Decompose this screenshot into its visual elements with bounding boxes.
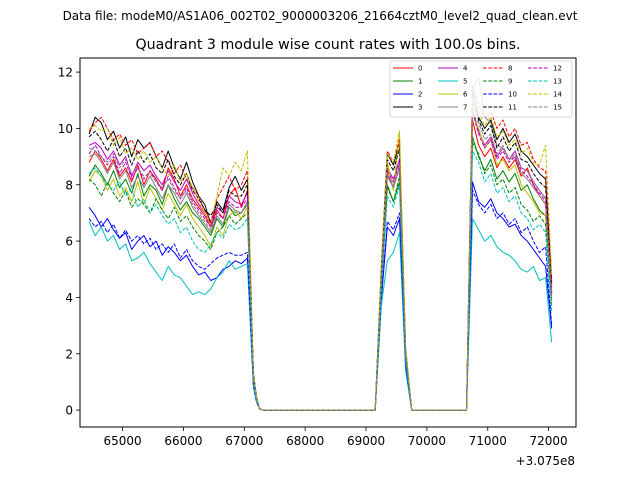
series-line-15	[88, 113, 553, 411]
series-line-10	[88, 189, 553, 411]
y-tick-label: 6	[65, 235, 73, 249]
legend-label-6: 6	[463, 91, 468, 99]
x-tick-label: 72000	[530, 434, 568, 448]
legend-label-1: 1	[418, 78, 422, 86]
x-tick-label: 65000	[104, 434, 142, 448]
y-axis-ticks: 0 2 4 6 8 10 12	[58, 66, 80, 418]
x-tick-label: 71000	[469, 434, 507, 448]
legend-label-14: 14	[553, 91, 562, 99]
series-line-12	[88, 111, 553, 411]
series-layer	[88, 77, 553, 411]
legend-label-4: 4	[463, 65, 468, 73]
plot-frame	[79, 57, 577, 428]
legend-label-9: 9	[508, 78, 512, 86]
y-tick-label: 10	[58, 122, 73, 136]
legend-label-8: 8	[508, 65, 512, 73]
x-offset-label: +3.075e8	[516, 454, 575, 468]
x-tick-label: 69000	[347, 434, 385, 448]
y-tick-label: 2	[65, 347, 73, 361]
x-tick-label: 68000	[286, 434, 324, 448]
y-tick-label: 4	[65, 291, 73, 305]
legend-label-11: 11	[508, 104, 517, 112]
legend-label-7: 7	[463, 104, 467, 112]
legend-label-13: 13	[553, 78, 562, 86]
x-tick-label: 70000	[408, 434, 446, 448]
chart-suptitle: Data file: modeM0/AS1A06_002T02_90000032…	[63, 9, 578, 23]
legend-box	[389, 60, 573, 118]
legend-label-3: 3	[418, 104, 422, 112]
x-tick-label: 67000	[225, 434, 263, 448]
legend-label-2: 2	[418, 91, 422, 99]
x-axis-ticks: 65000 66000 67000 68000 69000 70000 71000 72000	[104, 427, 568, 448]
legend-label-15: 15	[553, 104, 562, 112]
legend-label-12: 12	[553, 65, 562, 73]
series-line-14	[88, 96, 553, 411]
legend-label-10: 10	[508, 91, 517, 99]
y-tick-label: 0	[65, 404, 73, 418]
y-tick-label: 8	[65, 178, 73, 192]
chart-title: Quadrant 3 module wise count rates with …	[135, 37, 520, 53]
legend-label-0: 0	[418, 65, 422, 73]
legend-label-5: 5	[463, 78, 467, 86]
y-tick-label: 12	[58, 66, 73, 80]
x-tick-label: 66000	[164, 434, 202, 448]
